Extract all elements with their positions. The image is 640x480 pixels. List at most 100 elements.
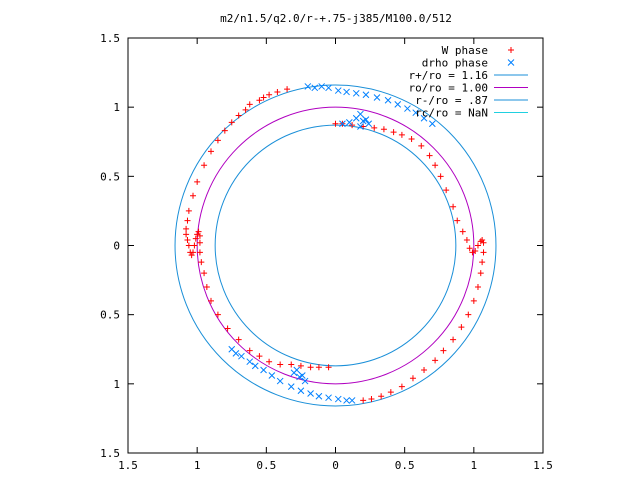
drho-phase-point bbox=[318, 83, 326, 90]
w-phase-point bbox=[368, 396, 375, 403]
chart-title: m2/n1.5/q2.0/r-+.75-j385/M100.0/512 bbox=[220, 12, 452, 25]
w-phase-point bbox=[185, 207, 192, 214]
x-tick-label: 1 bbox=[194, 459, 201, 472]
w-phase-point bbox=[390, 129, 397, 136]
w-phase-point bbox=[184, 236, 191, 243]
w-phase-point bbox=[190, 249, 197, 256]
w-phase-point bbox=[183, 231, 190, 238]
w-phase-point bbox=[409, 375, 416, 382]
w-phase-point bbox=[183, 225, 190, 232]
w-phase-point bbox=[235, 336, 242, 343]
drho-phase-point bbox=[238, 352, 245, 360]
circle-2 bbox=[214, 124, 457, 367]
y-tick-label: 0.5 bbox=[100, 309, 120, 322]
drho-phase-point bbox=[343, 88, 350, 96]
w-phase-point bbox=[185, 242, 192, 249]
w-phase-point bbox=[191, 242, 198, 249]
data-points bbox=[183, 83, 487, 404]
w-phase-point bbox=[440, 347, 447, 354]
w-phase-point bbox=[443, 187, 450, 194]
legend-label: r+/ro = 1.16 bbox=[409, 69, 488, 82]
w-phase-point bbox=[194, 178, 201, 185]
drho-phase-point bbox=[290, 369, 298, 377]
w-phase-point bbox=[221, 127, 228, 134]
w-phase-point bbox=[266, 91, 273, 98]
w-phase-point bbox=[459, 228, 466, 235]
drho-phase-point bbox=[325, 394, 332, 402]
w-phase-point bbox=[474, 284, 481, 290]
w-phase-point bbox=[307, 364, 314, 371]
w-phase-point bbox=[325, 364, 332, 371]
w-phase-point bbox=[288, 361, 295, 368]
w-phase-point bbox=[235, 112, 242, 119]
w-phase-point bbox=[432, 357, 439, 364]
drho-phase-point bbox=[362, 91, 370, 99]
w-phase-point bbox=[196, 249, 203, 256]
w-phase-point bbox=[184, 217, 191, 224]
drho-phase-point bbox=[404, 105, 411, 112]
w-phase-point bbox=[228, 119, 235, 126]
w-phase-point bbox=[246, 347, 253, 354]
w-phase-point bbox=[408, 135, 415, 142]
y-tick-label: 1 bbox=[113, 378, 120, 391]
w-phase-point bbox=[277, 361, 284, 368]
y-tick-label: 1.5 bbox=[100, 447, 120, 460]
drho-phase-point bbox=[304, 83, 312, 90]
drho-phase-point bbox=[325, 84, 332, 92]
x-tick-label: 1.5 bbox=[118, 459, 138, 472]
w-phase-point bbox=[479, 259, 486, 266]
drho-phase-point bbox=[420, 114, 428, 122]
x-tick-label: 0 bbox=[332, 459, 339, 472]
y-tick-label: 0.5 bbox=[100, 170, 120, 183]
w-phase-point bbox=[194, 231, 201, 238]
w-phase-point bbox=[450, 203, 457, 210]
w-phase-point bbox=[203, 284, 210, 290]
w-phase-point bbox=[474, 242, 481, 249]
w-phase-point bbox=[360, 397, 367, 404]
drho-phase-point bbox=[287, 383, 295, 390]
drho-phase-point bbox=[412, 109, 420, 117]
drho-phase-point bbox=[260, 366, 267, 374]
drho-phase-point bbox=[357, 110, 364, 118]
x-tick-label: 1.5 bbox=[533, 459, 553, 472]
drho-phase-point bbox=[297, 387, 305, 395]
y-tick-label: 1 bbox=[113, 101, 120, 114]
drho-phase-point bbox=[246, 358, 254, 366]
legend-marker-plus bbox=[508, 47, 514, 53]
w-phase-point bbox=[469, 249, 476, 256]
w-phase-point bbox=[196, 232, 203, 239]
w-phase-point bbox=[480, 249, 487, 256]
w-phase-point bbox=[201, 162, 208, 169]
x-tick-label: 1 bbox=[471, 459, 478, 472]
drho-phase-point bbox=[348, 397, 356, 404]
w-phase-point bbox=[450, 336, 457, 343]
x-tick-label: 0.5 bbox=[395, 459, 415, 472]
x-tick-label: 0.5 bbox=[256, 459, 276, 472]
w-phase-point bbox=[274, 88, 281, 95]
drho-phase-point bbox=[384, 96, 392, 104]
reference-circles bbox=[174, 84, 497, 407]
y-tick-label: 0 bbox=[113, 240, 120, 253]
legend-label: W phase bbox=[442, 44, 488, 57]
w-phase-point bbox=[246, 101, 253, 108]
w-phase-point bbox=[371, 124, 378, 131]
w-phase-point bbox=[214, 137, 221, 144]
legend-label: ro/ro = 1.00 bbox=[409, 82, 488, 95]
drho-phase-point bbox=[352, 89, 360, 97]
w-phase-point bbox=[380, 126, 387, 133]
w-phase-point bbox=[284, 86, 291, 93]
w-phase-point bbox=[472, 248, 479, 255]
drho-phase-point bbox=[357, 123, 364, 130]
drho-phase-point bbox=[276, 377, 284, 385]
w-phase-point bbox=[266, 358, 273, 365]
w-phase-point bbox=[479, 236, 486, 243]
w-phase-point bbox=[463, 236, 470, 243]
w-phase-point bbox=[332, 120, 339, 127]
drho-phase-point bbox=[339, 120, 346, 128]
w-phase-point bbox=[477, 270, 484, 277]
legend-label: rc/ro = NaN bbox=[415, 107, 488, 120]
w-phase-point bbox=[188, 252, 195, 259]
drho-phase-point bbox=[268, 372, 276, 379]
drho-phase-point bbox=[296, 373, 303, 381]
